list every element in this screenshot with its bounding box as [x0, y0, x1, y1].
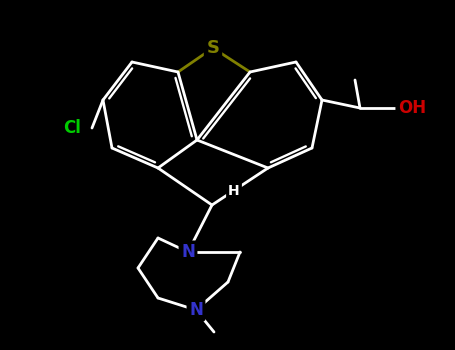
Text: S: S: [207, 39, 219, 57]
Text: OH: OH: [398, 99, 426, 117]
Text: N: N: [181, 243, 195, 261]
Text: Cl: Cl: [63, 119, 81, 137]
Text: H: H: [228, 184, 240, 198]
Text: N: N: [189, 301, 203, 319]
